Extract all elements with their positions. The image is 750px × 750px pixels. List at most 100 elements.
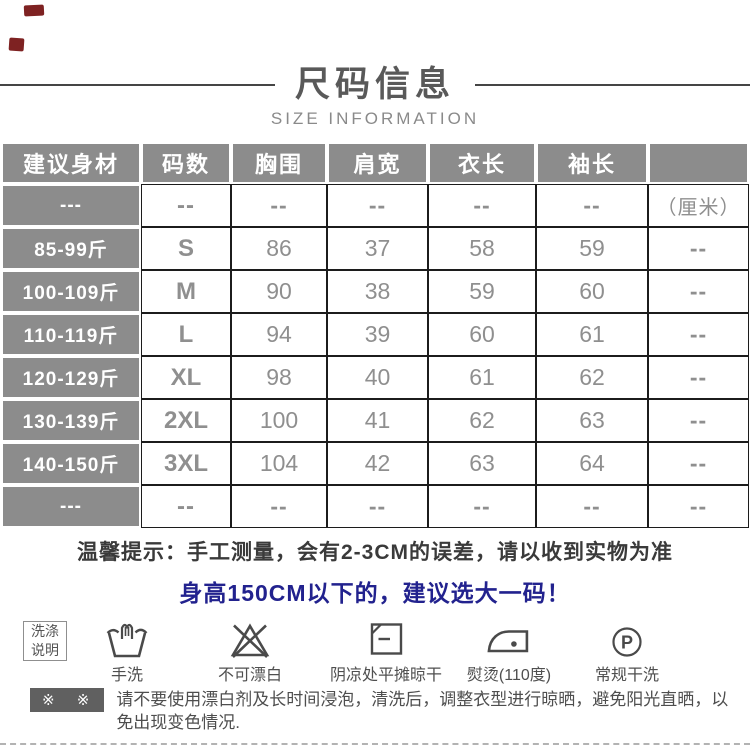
table-cell: 86 <box>231 227 327 270</box>
title-line-left <box>0 84 275 86</box>
measure-tip: 温馨提示：手工测量，会有2-3CM的误差，请以收到实物为准 <box>76 541 673 564</box>
table-cell: -- <box>141 184 231 227</box>
table-cell: S <box>141 227 231 270</box>
table-row: 100-109斤 M 90 38 59 60 -- <box>1 270 749 313</box>
table-row: 110-119斤 L 94 39 60 61 -- <box>1 313 749 356</box>
care-label-line2: 说明 <box>31 642 59 658</box>
table-cell: 90 <box>231 270 327 313</box>
header-row: 建议身材 码数 胸围 肩宽 衣长 袖长 <box>1 142 749 184</box>
body-range-cell: 100-109斤 <box>1 270 141 313</box>
care-item: 熨烫(110度) <box>467 618 551 685</box>
care-item-label: 熨烫(110度) <box>466 667 552 684</box>
footnote-text: 请不要使用漂白剂及长时间浸泡，清洗后，调整衣型进行晾晒，避免阳光直晒，以免出现变… <box>116 690 729 732</box>
title-line-right <box>475 84 750 86</box>
table-cell: 62 <box>536 356 648 399</box>
red-artifact-mark <box>23 4 45 17</box>
care-item: 不可漂白 <box>218 618 282 685</box>
table-cell: -- <box>141 485 231 528</box>
table-cell: -- <box>648 356 749 399</box>
body-range-cell: 85-99斤 <box>1 227 141 270</box>
footnote: ※ ※ 请不要使用漂白剂及长时间浸泡，清洗后，调整衣型进行晾晒，避免阳光直晒，以… <box>30 688 750 734</box>
table-cell: 94 <box>231 313 327 356</box>
table-cell: -- <box>648 227 749 270</box>
table-row: 85-99斤 S 86 37 58 59 -- <box>1 227 749 270</box>
header-cell: 码数 <box>141 142 231 184</box>
table-cell: 98 <box>231 356 327 399</box>
care-item-label: 阴凉处平摊晾干 <box>329 667 443 684</box>
no-bleach-icon <box>218 618 282 660</box>
table-cell: -- <box>327 485 428 528</box>
dry-clean-p-icon: P <box>595 618 659 660</box>
table-cell: -- <box>231 184 327 227</box>
care-label-line1: 洗涤 <box>31 623 59 639</box>
care-item-label: 不可漂白 <box>217 667 283 684</box>
table-cell: 60 <box>536 270 648 313</box>
size-table: 建议身材 码数 胸围 肩宽 衣长 袖长 --- -- -- -- -- -- （厘米） 85-99斤 S 8… <box>1 142 749 528</box>
dry-flat-shade-icon <box>330 618 442 660</box>
table-cell: 3XL <box>141 442 231 485</box>
table-cell: -- <box>536 485 648 528</box>
table-cell: 42 <box>327 442 428 485</box>
hand-wash-icon <box>105 618 149 660</box>
body-range-cell: --- <box>1 485 141 528</box>
table-row: 140-150斤 3XL 104 42 63 64 -- <box>1 442 749 485</box>
table-cell: 61 <box>536 313 648 356</box>
table-cell: XL <box>141 356 231 399</box>
table-row: --- -- -- -- -- -- -- <box>1 485 749 528</box>
table-cell: 2XL <box>141 399 231 442</box>
table-cell: 104 <box>231 442 327 485</box>
table-cell: 59 <box>428 270 536 313</box>
dashed-divider <box>0 743 750 745</box>
care-item: 手洗 <box>105 618 149 685</box>
body-range-cell: 120-129斤 <box>1 356 141 399</box>
table-cell: 37 <box>327 227 428 270</box>
table-cell: -- <box>648 485 749 528</box>
page-title: 尺码信息 <box>295 65 456 104</box>
table-cell: -- <box>648 399 749 442</box>
table-cell: -- <box>428 485 536 528</box>
table-cell: 61 <box>428 356 536 399</box>
table-cell: （厘米） <box>648 184 749 227</box>
table-cell: 39 <box>327 313 428 356</box>
table-cell: -- <box>327 184 428 227</box>
care-item-label: 常规干洗 <box>594 667 660 684</box>
title-section: 尺码信息 <box>0 66 750 104</box>
size-table-body: --- -- -- -- -- -- （厘米） 85-99斤 S 86 37 58 59 -- 100-10… <box>1 184 749 528</box>
page-subtitle: SIZE INFORMATION <box>270 109 480 128</box>
table-cell: 60 <box>428 313 536 356</box>
body-range-cell: 110-119斤 <box>1 313 141 356</box>
table-row: 130-139斤 2XL 100 41 62 63 -- <box>1 399 749 442</box>
table-cell: -- <box>428 184 536 227</box>
table-cell: 63 <box>536 399 648 442</box>
table-cell: 59 <box>536 227 648 270</box>
table-cell: -- <box>648 270 749 313</box>
table-cell: 38 <box>327 270 428 313</box>
table-cell: 64 <box>536 442 648 485</box>
footnote-marker: ※ ※ <box>30 688 105 712</box>
header-cell: 胸围 <box>231 142 327 184</box>
body-range-cell: 140-150斤 <box>1 442 141 485</box>
care-instructions: 洗涤 说明 手洗 不可漂白 阴凉处平摊晾干 熨烫(110度) P 常规干洗 <box>0 618 750 684</box>
care-label-box: 洗涤 说明 <box>23 621 67 661</box>
table-cell: 100 <box>231 399 327 442</box>
table-cell: 63 <box>428 442 536 485</box>
header-cell <box>648 142 749 184</box>
care-item-label: 手洗 <box>110 667 143 684</box>
table-cell: -- <box>231 485 327 528</box>
table-cell: -- <box>648 313 749 356</box>
svg-text:P: P <box>621 633 633 653</box>
header-cell: 建议身材 <box>1 142 141 184</box>
iron-110-icon <box>467 618 551 660</box>
header-cell: 肩宽 <box>327 142 428 184</box>
size-advice: 身高150CM以下的，建议选大一码！ <box>179 580 571 606</box>
header-cell: 衣长 <box>428 142 536 184</box>
table-cell: M <box>141 270 231 313</box>
red-artifact-mark <box>8 37 25 52</box>
care-item: 阴凉处平摊晾干 <box>330 618 442 685</box>
table-cell: 58 <box>428 227 536 270</box>
table-row: --- -- -- -- -- -- （厘米） <box>1 184 749 227</box>
body-range-cell: --- <box>1 184 141 227</box>
size-table-head: 建议身材 码数 胸围 肩宽 衣长 袖长 <box>1 142 749 184</box>
table-cell: 40 <box>327 356 428 399</box>
